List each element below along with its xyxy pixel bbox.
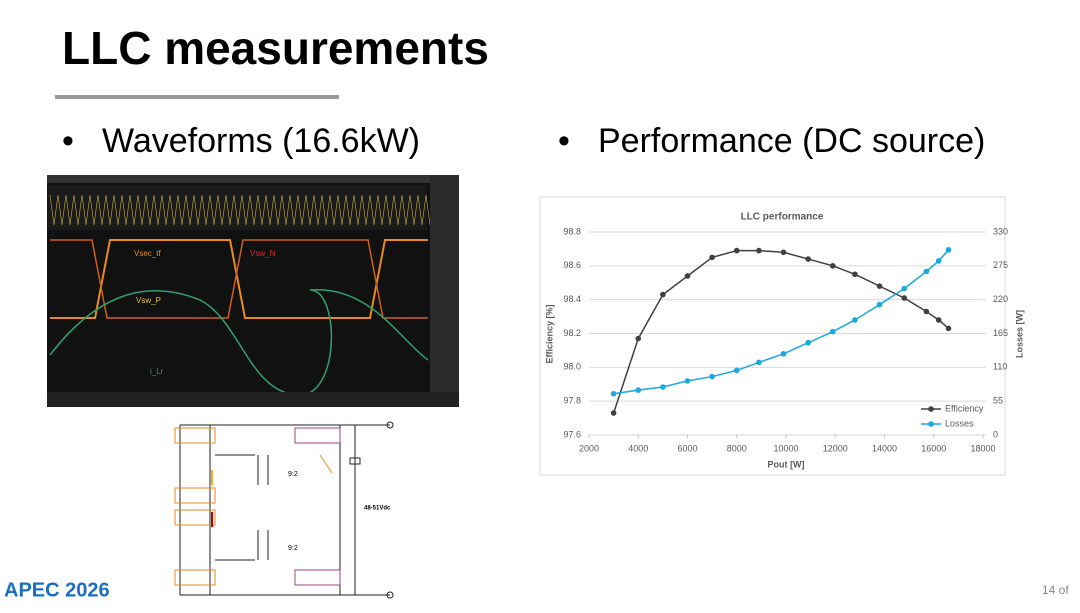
y-tick-label: 98.6 <box>563 260 581 270</box>
data-point <box>805 339 811 346</box>
turns-ratio: 9:2 <box>288 545 298 552</box>
data-point <box>780 351 787 357</box>
trace-label: Vsw_P <box>136 296 161 305</box>
legend-label: Efficiency <box>945 403 984 413</box>
data-point <box>635 335 642 342</box>
data-point <box>709 254 715 261</box>
x-tick-label: 14000 <box>872 443 897 453</box>
data-point <box>733 367 740 374</box>
y2-tick-label: 110 <box>993 362 1007 372</box>
data-point <box>780 249 787 256</box>
data-point <box>945 325 952 332</box>
y-axis-label: Efficiency [%] <box>544 304 554 363</box>
y2-axis-label: Losses [W] <box>1014 310 1024 358</box>
title-rule <box>55 95 339 99</box>
y2-tick-label: 55 <box>993 396 1003 406</box>
trace-label: Vsw_N <box>250 249 276 258</box>
data-point <box>829 263 836 269</box>
data-point <box>935 317 942 323</box>
turns-ratio: 9:2 <box>288 471 298 478</box>
x-tick-label: 10000 <box>773 443 798 453</box>
data-point <box>945 247 952 253</box>
data-point <box>829 328 836 335</box>
y2-tick-label: 275 <box>993 260 1008 270</box>
data-point <box>684 273 691 279</box>
chart-title: LLC performance <box>741 212 824 223</box>
y-tick-label: 98.0 <box>563 362 581 372</box>
slide-title: LLC measurements <box>62 22 489 74</box>
output-voltage: 48-51Vdc <box>364 506 391 512</box>
data-point <box>901 285 907 292</box>
chart-frame <box>539 196 1006 476</box>
bullet-text: Performance (DC source) <box>598 122 985 160</box>
data-point <box>660 291 666 298</box>
page-number: 14 of <box>1042 583 1069 597</box>
data-point <box>852 271 858 278</box>
trace-label: Vsec_tf <box>134 249 161 258</box>
x-tick-label: 6000 <box>677 443 697 453</box>
x-tick-label: 4000 <box>628 443 648 453</box>
x-tick-label: 2000 <box>579 443 599 453</box>
data-point <box>923 308 930 315</box>
y2-tick-label: 165 <box>993 328 1008 338</box>
data-point <box>876 283 883 289</box>
legend-marker <box>928 406 934 412</box>
bullet: • <box>558 122 570 160</box>
data-point <box>610 410 617 416</box>
data-point <box>660 384 666 390</box>
y2-tick-label: 0 <box>993 429 998 439</box>
data-point <box>610 390 617 397</box>
data-point <box>756 359 762 366</box>
x-tick-label: 18000 <box>970 443 995 453</box>
scope-screenshot: Vsec_tf Vsw_N Vsw_P i_Lr <box>47 175 459 407</box>
data-point <box>935 258 942 264</box>
data-point <box>733 247 740 254</box>
legend-label: Losses <box>945 418 974 428</box>
x-tick-label: 12000 <box>823 443 848 453</box>
bullet: • <box>62 122 74 160</box>
y-tick-label: 98.2 <box>563 328 581 338</box>
circuit: 9:2 9:2 48-51Vdc <box>170 415 402 608</box>
series-line <box>612 249 950 414</box>
y-tick-label: 98.4 <box>563 294 581 304</box>
data-point <box>852 317 858 323</box>
data-point <box>923 268 930 275</box>
x-tick-label: 16000 <box>921 443 946 453</box>
y2-tick-label: 220 <box>993 294 1008 304</box>
data-point <box>901 295 907 301</box>
y-tick-label: 97.8 <box>563 396 581 406</box>
x-axis-label: Pout [W] <box>768 459 805 469</box>
y2-tick-label: 330 <box>993 226 1008 236</box>
legend-marker <box>928 421 934 427</box>
data-point <box>805 256 811 262</box>
data-point <box>876 301 883 308</box>
data-point <box>756 247 762 254</box>
logo: APEC 2026 <box>4 579 110 601</box>
chart: LLC performance Pout [W] Efficiency [%] … <box>539 196 1024 476</box>
x-tick-label: 8000 <box>727 443 747 453</box>
data-point <box>684 378 691 384</box>
series-line <box>613 249 950 395</box>
y-tick-label: 97.6 <box>563 429 581 439</box>
trace-label: i_Lr <box>150 367 164 376</box>
y-tick-label: 98.8 <box>563 226 581 236</box>
data-point <box>709 373 715 380</box>
bullet-text: Waveforms (16.6kW) <box>102 122 420 160</box>
data-point <box>635 387 642 393</box>
